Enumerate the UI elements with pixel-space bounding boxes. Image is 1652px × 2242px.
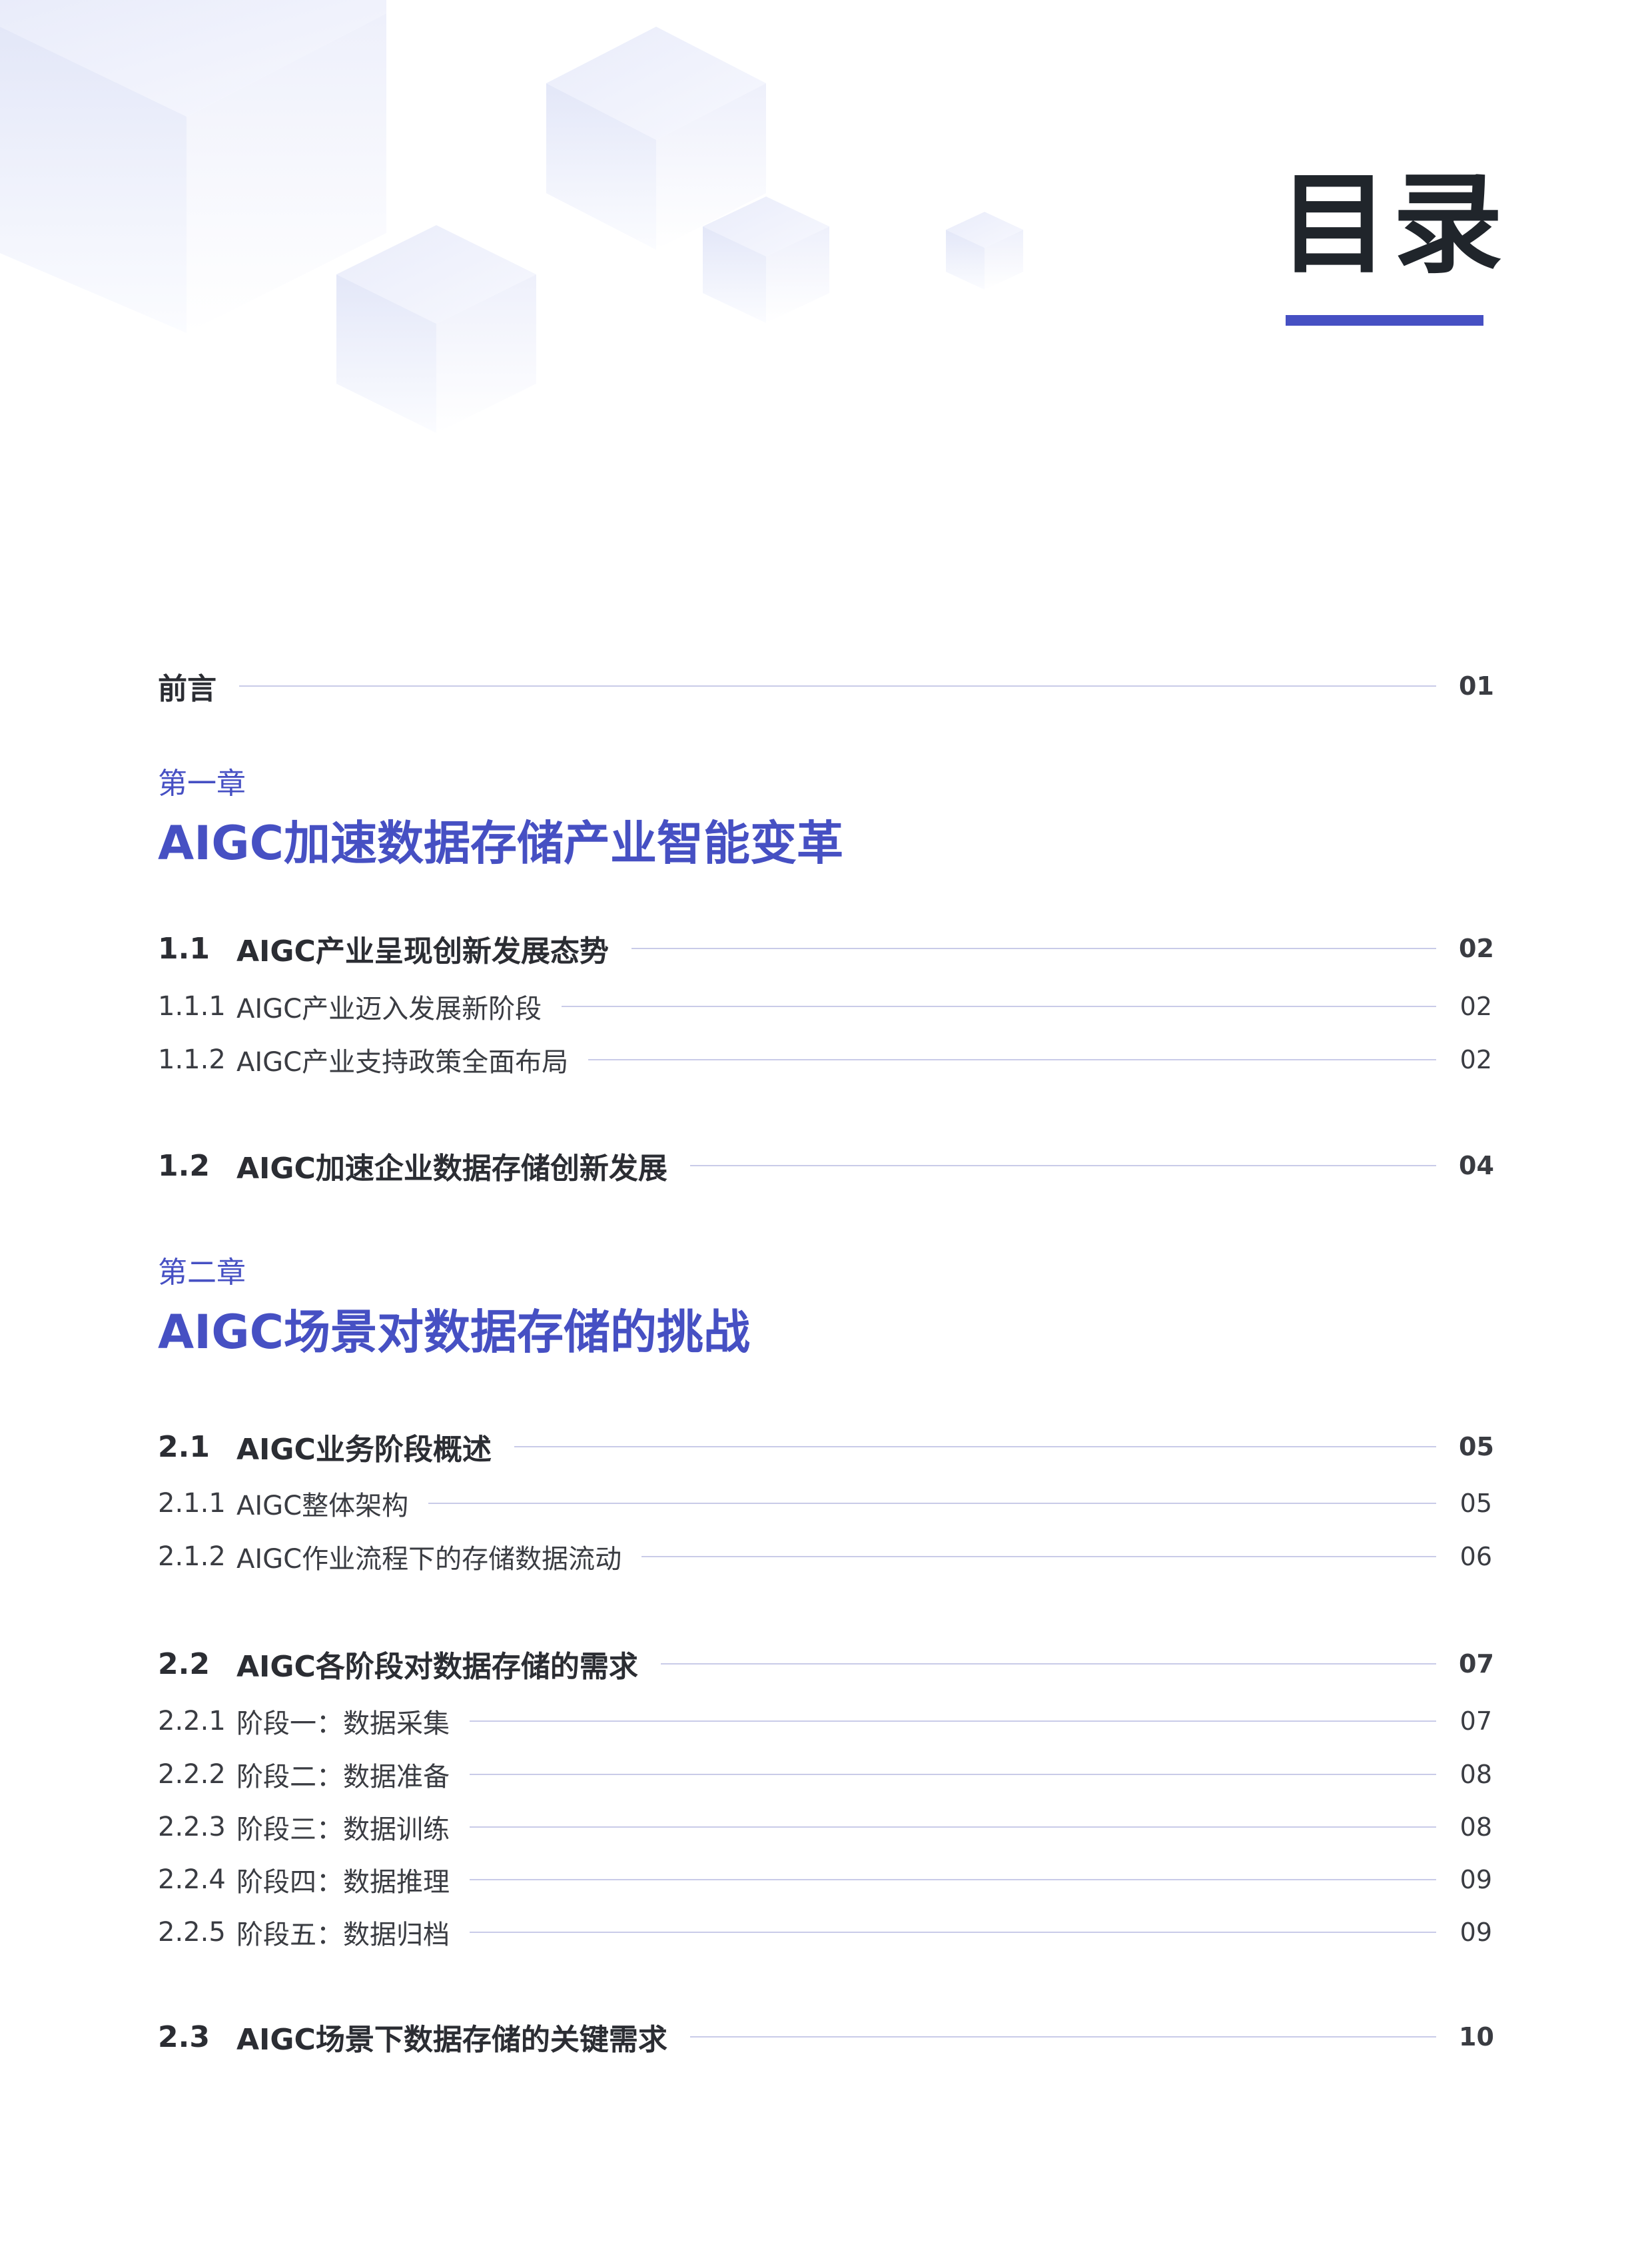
section-number: 1.2: [158, 1148, 210, 1183]
cube-medium-top: [546, 27, 766, 250]
cube-medium-left: [336, 225, 536, 433]
toc-subsection[interactable]: 2.2.1 阶段一：数据采集 07: [158, 1702, 1492, 1740]
cube-large: [0, 0, 386, 333]
section-number: 2.1: [158, 1429, 210, 1464]
subsection-title: AIGC产业迈入发展新阶段: [236, 994, 542, 1024]
subsection-page: 02: [1459, 1045, 1492, 1074]
subsection-number: 2.1.2: [158, 1541, 226, 1572]
toc-entry-title: 前言: [158, 672, 216, 706]
subsection-number: 2.1.1: [158, 1488, 226, 1519]
toc-subsection[interactable]: 1.1.1 AIGC产业迈入发展新阶段 02: [158, 987, 1492, 1026]
subsection-number: 2.2.1: [158, 1706, 226, 1736]
toc-section[interactable]: 2.3 AIGC场景下数据存储的关键需求 10: [158, 2016, 1494, 2058]
leader-line: [470, 1826, 1436, 1828]
leader-line: [689, 2036, 1436, 2038]
subsection-title: 阶段四：数据推理: [236, 1867, 450, 1898]
toc-subsection[interactable]: 2.1.1 AIGC整体架构 05: [158, 1484, 1492, 1523]
subsection-number: 2.2.3: [158, 1812, 226, 1842]
leader-line: [239, 685, 1436, 687]
leader-line: [689, 1165, 1436, 1166]
subsection-title: AIGC作业流程下的存储数据流动: [236, 1544, 622, 1575]
section-page: 07: [1459, 1649, 1494, 1679]
chapter-label: 第二章: [158, 1256, 246, 1290]
toc-subsection[interactable]: 2.2.5 阶段五：数据归档 09: [158, 1913, 1492, 1952]
section-page: 02: [1459, 934, 1494, 963]
leader-line: [588, 1059, 1436, 1060]
section-page: 04: [1459, 1151, 1494, 1180]
chapter-label: 第一章: [158, 767, 246, 801]
toc-entry-preface[interactable]: 前言 01: [158, 665, 1494, 707]
subsection-number: 2.2.5: [158, 1917, 226, 1948]
toc-section[interactable]: 2.1 AIGC业务阶段概述 05: [158, 1425, 1494, 1468]
leader-line: [641, 1556, 1436, 1557]
subsection-page: 08: [1459, 1760, 1492, 1789]
chapter-title[interactable]: AIGC场景对数据存储的挑战: [158, 1305, 751, 1359]
subsection-page: 02: [1459, 992, 1492, 1021]
section-page: 05: [1459, 1432, 1494, 1461]
page-title: 目录: [1279, 161, 1507, 288]
section-title: AIGC各阶段对数据存储的需求: [236, 1650, 638, 1684]
subsection-title: 阶段二：数据准备: [236, 1762, 450, 1792]
toc-section[interactable]: 1.1 AIGC产业呈现创新发展态势 02: [158, 927, 1494, 970]
leader-line: [631, 948, 1436, 949]
subsection-number: 1.1.2: [158, 1044, 226, 1075]
section-number: 2.2: [158, 1647, 210, 1681]
subsection-page: 08: [1459, 1812, 1492, 1842]
section-page: 10: [1459, 2022, 1494, 2052]
subsection-title: AIGC整体架构: [236, 1491, 409, 1521]
leader-line: [470, 1774, 1436, 1775]
chapter-title[interactable]: AIGC加速数据存储产业智能变革: [158, 816, 844, 871]
cube-tiny: [946, 212, 1023, 290]
subsection-page: 07: [1459, 1706, 1492, 1736]
leader-line: [470, 1879, 1436, 1880]
subsection-number: 2.2.4: [158, 1864, 226, 1895]
title-underline: [1286, 315, 1483, 326]
toc-subsection[interactable]: 2.2.2 阶段二：数据准备 08: [158, 1755, 1492, 1794]
subsection-page: 05: [1459, 1489, 1492, 1518]
subsection-page: 09: [1459, 1865, 1492, 1894]
leader-line: [470, 1932, 1436, 1933]
section-title: AIGC产业呈现创新发展态势: [236, 934, 609, 968]
subsection-number: 1.1.1: [158, 991, 226, 1022]
subsection-title: AIGC产业支持政策全面布局: [236, 1047, 569, 1078]
toc-section[interactable]: 2.2 AIGC各阶段对数据存储的需求 07: [158, 1643, 1494, 1685]
leader-line: [660, 1663, 1436, 1665]
toc-subsection[interactable]: 1.1.2 AIGC产业支持政策全面布局 02: [158, 1040, 1492, 1079]
subsection-title: 阶段三：数据训练: [236, 1814, 450, 1845]
toc-subsection[interactable]: 2.1.2 AIGC作业流程下的存储数据流动 06: [158, 1537, 1492, 1576]
decorative-cubes: [0, 0, 1023, 433]
section-number: 2.3: [158, 2020, 210, 2054]
leader-line: [562, 1006, 1436, 1007]
leader-line: [470, 1720, 1436, 1722]
subsection-page: 09: [1459, 1918, 1492, 1947]
section-title: AIGC业务阶段概述: [236, 1433, 492, 1467]
leader-line: [428, 1503, 1436, 1504]
leader-line: [514, 1446, 1436, 1447]
subsection-title: 阶段一：数据采集: [236, 1708, 450, 1739]
toc-section[interactable]: 1.2 AIGC加速企业数据存储创新发展 04: [158, 1144, 1494, 1187]
subsection-title: 阶段五：数据归档: [236, 1920, 450, 1950]
cube-small: [703, 196, 829, 323]
subsection-page: 06: [1459, 1542, 1492, 1571]
section-number: 1.1: [158, 931, 210, 966]
section-title: AIGC场景下数据存储的关键需求: [236, 2023, 667, 2057]
toc-subsection[interactable]: 2.2.4 阶段四：数据推理 09: [158, 1860, 1492, 1899]
toc-entry-page: 01: [1459, 671, 1494, 701]
toc-subsection[interactable]: 2.2.3 阶段三：数据训练 08: [158, 1808, 1492, 1846]
section-title: AIGC加速企业数据存储创新发展: [236, 1152, 667, 1186]
subsection-number: 2.2.2: [158, 1759, 226, 1790]
